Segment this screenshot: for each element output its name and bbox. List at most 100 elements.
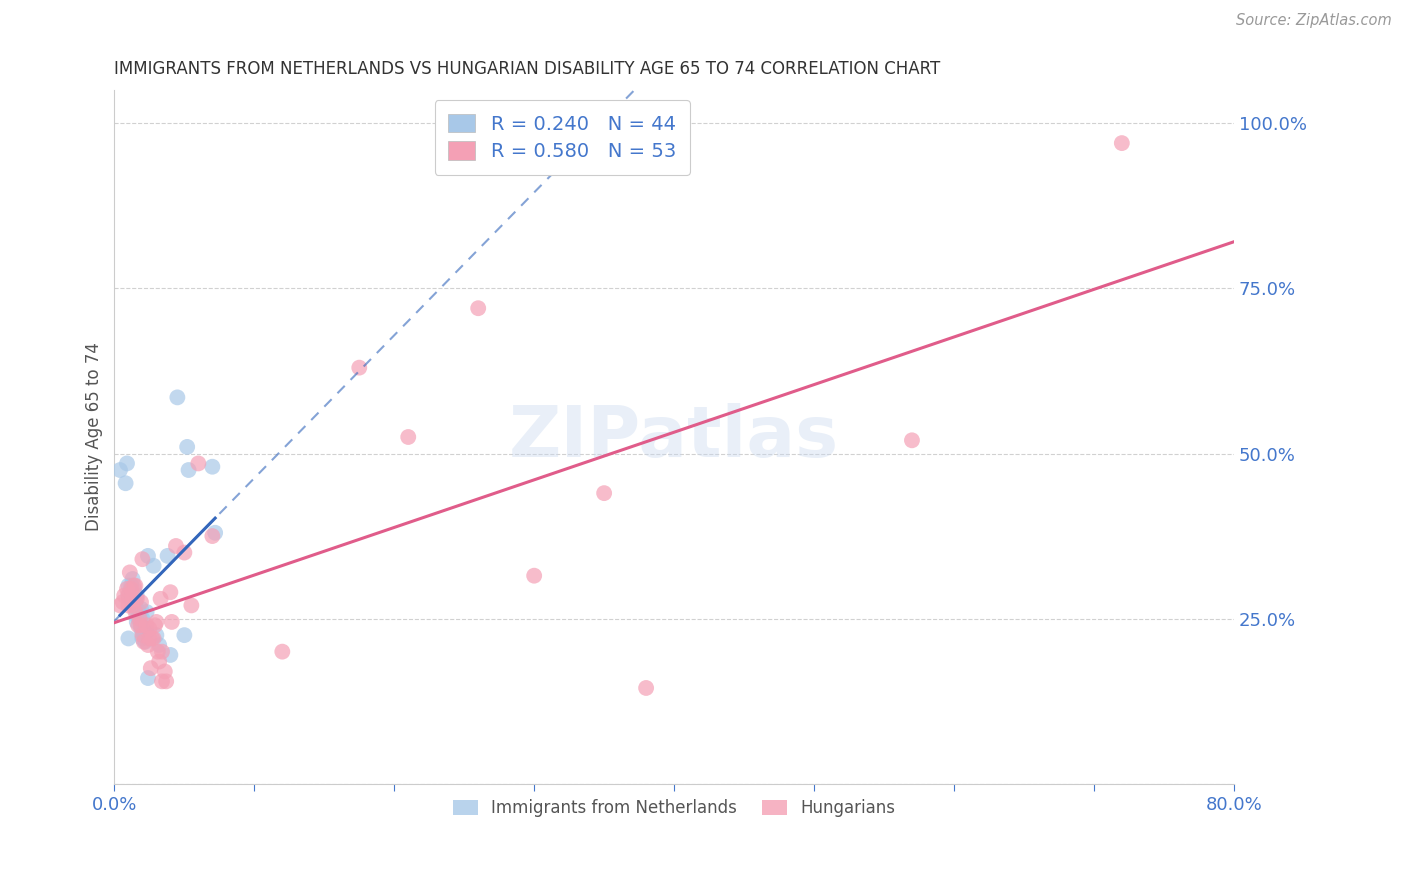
Point [146,645,169,659]
Text: IMMIGRANTS FROM NETHERLANDS VS HUNGARIAN DISABILITY AGE 65 TO 74 CORRELATION CHA: IMMIGRANTS FROM NETHERLANDS VS HUNGARIAN… [114,60,941,78]
Point [201,529,224,543]
Point [1111,136,1133,150]
Point [150,674,173,689]
Point [160,615,183,629]
Point [145,615,167,629]
Point [117,589,139,603]
Point [148,655,170,669]
Point [111,595,134,609]
Point [122,591,145,606]
Point [125,615,148,629]
Point [165,539,187,553]
Point [153,665,176,679]
Point [129,622,152,636]
Point [114,476,136,491]
Point [142,632,165,646]
Legend: Immigrants from Netherlands, Hungarians: Immigrants from Netherlands, Hungarians [446,793,903,824]
Point [120,589,142,603]
Point [155,674,177,689]
Point [131,628,153,642]
Point [121,599,143,613]
Point [125,605,148,619]
Point [159,648,181,662]
Point [132,634,155,648]
Point [122,582,145,596]
Point [128,608,150,623]
Point [124,579,146,593]
Point [138,622,160,636]
Point [117,579,139,593]
Point [115,457,138,471]
Point [467,301,489,316]
Point [136,671,159,685]
Point [129,618,152,632]
Point [149,591,172,606]
Point [122,579,145,593]
Point [127,618,149,632]
Point [131,632,153,646]
Point [271,645,294,659]
Point [187,457,209,471]
Point [128,605,150,619]
Point [115,582,138,596]
Point [349,360,371,375]
Point [180,599,202,613]
Text: Source: ZipAtlas.com: Source: ZipAtlas.com [1236,13,1392,29]
Text: ZIPatlas: ZIPatlas [509,402,839,472]
Point [141,632,163,646]
Point [125,591,148,606]
Point [112,589,135,603]
Point [136,638,159,652]
Point [108,463,131,477]
Point [636,681,658,695]
Point [901,434,924,448]
Point [204,525,226,540]
Point [135,605,157,619]
Point [125,589,148,603]
Y-axis label: Disability Age 65 to 74: Disability Age 65 to 74 [86,343,103,532]
Point [593,486,616,500]
Point [120,582,142,596]
Point [177,463,200,477]
Point [118,566,141,580]
Point [176,440,198,454]
Point [120,579,142,593]
Point [124,595,146,609]
Point [117,599,139,613]
Point [148,638,170,652]
Point [135,624,157,639]
Point [139,661,162,675]
Point [396,430,419,444]
Point [523,568,546,582]
Point [131,612,153,626]
Point [121,591,143,606]
Point [131,552,153,566]
Point [128,612,150,626]
Point [173,545,195,559]
Point [129,601,152,615]
Point [159,585,181,599]
Point [124,605,146,619]
Point [145,628,167,642]
Point [132,628,155,642]
Point [131,624,153,639]
Point [117,589,139,603]
Point [121,572,143,586]
Point [108,599,131,613]
Point [136,549,159,563]
Point [127,605,149,619]
Point [135,618,157,632]
Point [129,618,152,632]
Point [201,459,224,474]
Point [134,634,156,648]
Point [127,612,149,626]
Point [143,618,166,632]
Point [150,645,173,659]
Point [156,549,179,563]
Point [134,624,156,639]
Point [173,628,195,642]
Point [129,595,152,609]
Point [142,558,165,573]
Point [138,632,160,646]
Point [166,390,188,404]
